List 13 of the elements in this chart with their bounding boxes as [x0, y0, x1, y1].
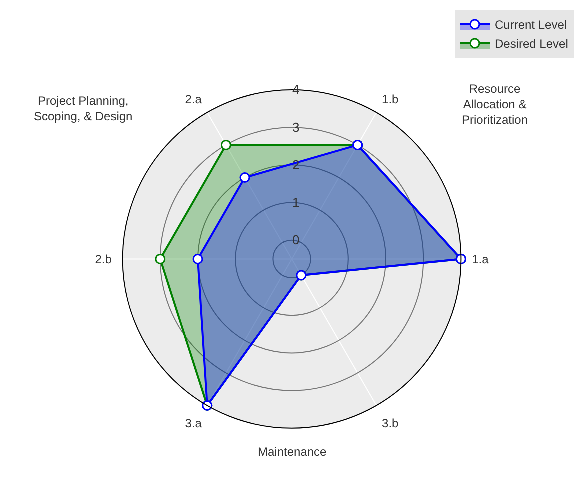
text: Resource Allocation & Prioritization	[462, 82, 528, 128]
y-tick-label: 0	[292, 232, 300, 248]
spoke-label: 2.b	[95, 252, 112, 266]
legend-label: Desired Level	[495, 37, 568, 52]
legend-label: Current Level	[495, 18, 568, 32]
spoke-label: 3.b	[382, 416, 400, 431]
spoke-label: 2.a	[185, 92, 202, 106]
spoke-label: 3.a	[185, 416, 202, 431]
text: Project Planning, Scoping, & Design	[34, 94, 133, 124]
text: Maintenance	[258, 445, 328, 459]
spoke-label: 1.b	[382, 92, 400, 106]
y-tick-label: 1	[292, 195, 300, 210]
spoke-label: 1.a	[472, 252, 490, 266]
